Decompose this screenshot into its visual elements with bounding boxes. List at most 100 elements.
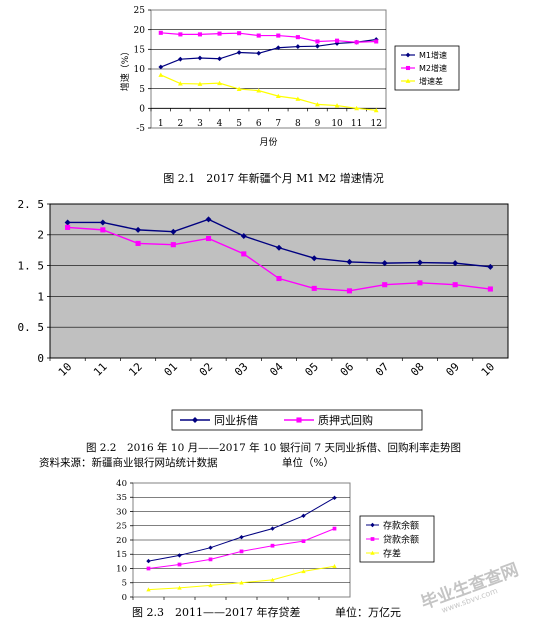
- chart2-source: 资料来源：新疆商业银行网站统计数据: [39, 457, 218, 469]
- chart1-data-point: [275, 93, 281, 99]
- chart1-x-tick-label: 3: [197, 119, 203, 129]
- chart3-y-tick-label: 25: [116, 522, 127, 532]
- chart1-data-point: [295, 44, 301, 49]
- chart3-data-point: [208, 545, 213, 550]
- chart2-data-point: [311, 255, 318, 262]
- chart3-data-point: [332, 564, 337, 568]
- chart2-data-point: [64, 219, 71, 226]
- chart1-data-point: [177, 81, 183, 86]
- chart1-y-tick-label: 25: [134, 6, 146, 16]
- chart2-data-point: [311, 285, 317, 291]
- chart2-data-point: [487, 263, 494, 270]
- chart3-data-point: [239, 549, 244, 554]
- chart1-data-point: [217, 31, 222, 36]
- chart1-data-point: [236, 86, 242, 91]
- chart1-legend-label: M2增速: [419, 63, 447, 73]
- chart1-data-point: [276, 33, 281, 38]
- chart3-data-point: [301, 513, 306, 518]
- chart2-x-tick-label: 09: [443, 360, 462, 379]
- chart3-data-point: [270, 577, 275, 582]
- chart2-data-point: [135, 226, 142, 233]
- chart2-legend-marker: [296, 417, 302, 423]
- chart2-legend-label: 质押式回购: [318, 413, 373, 427]
- chart1-data-point: [256, 33, 261, 38]
- chart1-x-tick-label: 11: [351, 119, 362, 129]
- chart3-data-point: [146, 566, 151, 571]
- chart2-data-point: [382, 282, 388, 288]
- chart2-x-tick-label: 01: [162, 360, 181, 379]
- chart2-data-point: [452, 260, 459, 267]
- chart2-data-point: [65, 224, 71, 230]
- chart3-data-point: [332, 495, 337, 501]
- chart2-x-tick-label: 05: [302, 360, 321, 379]
- chart3-data-point: [177, 585, 182, 590]
- chart3-data-point: [301, 569, 306, 574]
- chart2-data-point: [346, 258, 353, 265]
- chart3-y-tick-label: 15: [116, 550, 127, 560]
- chart1-data-point: [197, 32, 202, 37]
- chart2-x-tick-label: 03: [232, 360, 251, 379]
- chart3-y-tick-label: 30: [116, 507, 127, 517]
- chart1-legend-marker: [405, 78, 411, 83]
- chart1-data-point: [178, 32, 183, 37]
- chart2-data-point: [276, 244, 282, 251]
- chart3-data-point: [208, 583, 213, 588]
- chart1-data-point: [374, 39, 379, 44]
- chart1-data-point: [295, 35, 300, 40]
- chart1-data-point: [197, 81, 203, 86]
- chart3-data-point: [239, 534, 244, 540]
- chart2-y-tick-label: 0: [37, 352, 44, 365]
- chart2-x-tick-label: 07: [373, 360, 392, 379]
- chart2-data-point: [381, 260, 388, 267]
- chart1-x-tick-label: 1: [158, 119, 164, 129]
- chart1-data-point: [217, 80, 222, 86]
- chart2-y-tick-label: 0. 5: [18, 321, 45, 334]
- chart1-data-point: [197, 55, 203, 61]
- chart1-legend-label: M1增速: [419, 50, 447, 60]
- chart3-y-tick-label: 5: [122, 579, 127, 589]
- chart2-data-point: [135, 240, 141, 246]
- chart2-x-tick-label: 11: [91, 360, 110, 379]
- chart1-data-point: [354, 40, 359, 45]
- chart3-data-point: [239, 580, 244, 585]
- chart1-data-point: [335, 38, 340, 43]
- chart1-x-tick-label: 8: [295, 119, 301, 129]
- chart3-data-point: [146, 558, 151, 564]
- chart3-data-point: [332, 526, 337, 531]
- chart3-legend-label: 贷款余额: [383, 533, 419, 545]
- chart2-x-tick-label: 04: [267, 360, 286, 379]
- chart3-data-point: [270, 543, 275, 548]
- chart1-x-tick-label: 10: [331, 119, 343, 129]
- chart2-unit: 单位（%）: [282, 457, 334, 469]
- chart1-data-point: [158, 72, 164, 77]
- chart1-x-tick-label: 7: [275, 119, 281, 129]
- chart3-unit: 单位：万亿元: [335, 606, 401, 619]
- chart2-y-tick-label: 1: [37, 290, 44, 303]
- chart2-data-point: [240, 233, 247, 240]
- chart1-x-tick-label: 12: [370, 119, 381, 129]
- chart2-data-point: [452, 282, 458, 288]
- chart1-legend-marker: [405, 52, 411, 58]
- chart2-data-point: [205, 235, 212, 242]
- chart1-data-point: [315, 39, 320, 44]
- chart3-legend-marker: [370, 522, 375, 528]
- chart1-data-point: [315, 102, 320, 107]
- chart2-data-point: [170, 242, 176, 248]
- chart2-legend-marker: [192, 417, 198, 423]
- chart1-y-tick-label: 10: [134, 65, 146, 75]
- chart2-caption: 图 2.2 2016 年 10 月——2017 年 10 银行间 7 天同业拆借…: [85, 442, 462, 454]
- chart3-caption: 图 2.3 2011——2017 年存贷差: [132, 606, 301, 619]
- chart3-y-tick-label: 10: [116, 564, 127, 574]
- chart1-data-point: [158, 64, 164, 70]
- chart1-data-point: [275, 45, 281, 51]
- chart2-data-point: [170, 228, 177, 235]
- chart3-legend-label: 存差: [383, 547, 401, 559]
- chart1-x-tick-label: 4: [217, 119, 223, 129]
- chart2-x-tick-label: 12: [126, 360, 145, 379]
- chart3-data-point: [208, 557, 213, 562]
- chart1-data-point: [237, 31, 242, 36]
- chart3-data-point: [177, 553, 182, 558]
- chart3-legend-marker: [370, 550, 375, 555]
- chart1-legend-label: 增速差: [419, 76, 443, 86]
